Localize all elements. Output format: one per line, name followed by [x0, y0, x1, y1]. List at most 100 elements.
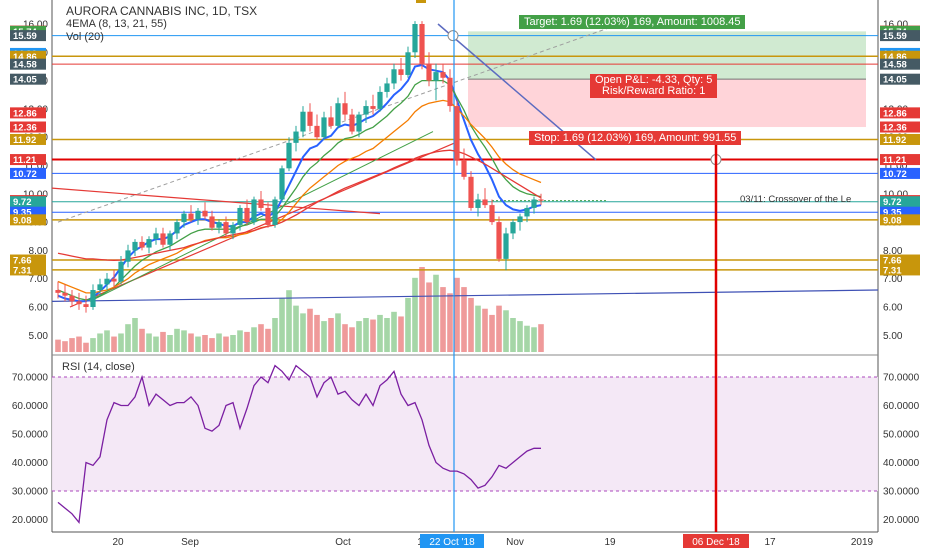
candle: [90, 284, 96, 310]
stop-label[interactable]: Stop: 1.69 (12.03%) 169, Amount: 991.55: [529, 131, 742, 145]
candle: [517, 213, 523, 231]
left-price-box-label: 10.72: [13, 169, 37, 180]
candle-body: [510, 222, 516, 234]
candle: [531, 196, 537, 214]
right-price-box: [880, 154, 920, 166]
volume-indicator-label[interactable]: Vol (20): [66, 31, 104, 43]
volume-bar: [62, 341, 68, 352]
candle: [398, 57, 404, 81]
candle-body: [489, 205, 495, 223]
candle: [111, 270, 117, 288]
candle-body: [447, 77, 453, 107]
target-date-box: [683, 534, 749, 548]
volume-bar: [433, 274, 439, 352]
left-price-box-label: 12.36: [13, 123, 37, 134]
candle: [104, 273, 110, 291]
volume-bar: [76, 336, 82, 352]
candle: [384, 77, 390, 98]
ema-indicator-label[interactable]: 4EMA (8, 13, 21, 55): [66, 18, 167, 30]
candle: [440, 63, 446, 84]
candle-body: [244, 207, 250, 223]
ema-line-8: [57, 63, 542, 303]
candle-body: [69, 295, 75, 302]
right-price-box-label: 9.08: [883, 215, 902, 226]
price-tick-left: 6.00: [29, 303, 49, 314]
candle-body: [454, 106, 460, 160]
volume-bar: [139, 328, 145, 352]
right-price-box-label: 14.05: [883, 75, 907, 86]
rsi-tick-right: 20.0000: [883, 515, 920, 526]
volume-bar: [349, 327, 355, 352]
volume-bar: [363, 318, 369, 352]
volume-bar: [489, 314, 495, 352]
candle-body: [531, 199, 537, 208]
volume-bar: [188, 333, 194, 352]
volume-bar: [69, 338, 75, 352]
candle: [146, 236, 152, 254]
candle: [230, 222, 236, 240]
right-price-box: [880, 73, 920, 85]
crossover-annotation[interactable]: 03/11: Crossover of the Le: [740, 194, 852, 205]
candle-body: [377, 91, 383, 109]
right-price-box-label: 14.86: [883, 52, 907, 63]
candle: [342, 91, 348, 121]
left-price-box: [10, 73, 46, 85]
right-price-box-label: 11.21: [883, 155, 907, 166]
candle-body: [356, 114, 362, 132]
rsi-tick-left: 60.0000: [12, 401, 49, 412]
candle: [321, 111, 327, 141]
left-price-box: [10, 107, 46, 119]
volume-bar: [286, 290, 292, 352]
candle: [307, 103, 313, 132]
candle-body: [153, 233, 159, 240]
volume-bar: [454, 277, 460, 352]
volume-bar: [195, 336, 201, 352]
candle: [286, 137, 292, 172]
rsi-line: [57, 364, 541, 525]
volume-bar: [321, 321, 327, 352]
pnl-line-2: Risk/Reward Ratio: 1: [602, 85, 706, 97]
candle: [216, 219, 222, 234]
candle-body: [258, 199, 264, 208]
candle: [69, 290, 75, 307]
candle-body: [475, 199, 481, 208]
right-price-box: [880, 50, 920, 62]
volume-bar: [244, 331, 250, 352]
candle: [412, 21, 418, 58]
candle: [300, 106, 306, 138]
volume-bar: [132, 318, 138, 352]
volume-bar: [202, 335, 208, 352]
candle: [482, 188, 488, 208]
cursor-date-box: [420, 534, 484, 548]
candle-body: [223, 222, 229, 234]
candle-body: [181, 213, 187, 223]
cursor-date-label: 22 Oct '18: [429, 537, 475, 548]
time-tick: Sep: [181, 537, 199, 548]
volume-bar: [153, 336, 159, 352]
candle: [538, 193, 544, 206]
trend-line: [89, 131, 434, 302]
target-label[interactable]: Target: 1.69 (12.03%) 169, Amount: 1008.…: [519, 15, 746, 29]
candle: [391, 63, 397, 90]
pnl-label[interactable]: Open P&L: -4.33, Qty: 5 Risk/Reward Rati…: [590, 74, 718, 98]
candle-body: [160, 233, 166, 245]
candle-body: [167, 233, 173, 245]
volume-bar: [314, 314, 320, 352]
price-tick-left: 10.00: [23, 189, 48, 200]
volume-bar: [293, 305, 299, 352]
left-price-box-label: 14.58: [13, 60, 37, 71]
volume-bar: [223, 336, 229, 352]
volume-bar: [482, 308, 488, 352]
volume-bar: [174, 328, 180, 352]
rsi-tick-right: 30.0000: [883, 487, 920, 498]
candle: [209, 210, 215, 231]
candle: [349, 108, 355, 135]
volume-bar: [230, 335, 236, 352]
candle: [167, 230, 173, 251]
right-price-box: [880, 30, 920, 42]
candle-body: [62, 292, 68, 296]
price-tick-left: 5.00: [29, 331, 49, 342]
rsi-indicator-label[interactable]: RSI (14, close): [62, 361, 135, 373]
